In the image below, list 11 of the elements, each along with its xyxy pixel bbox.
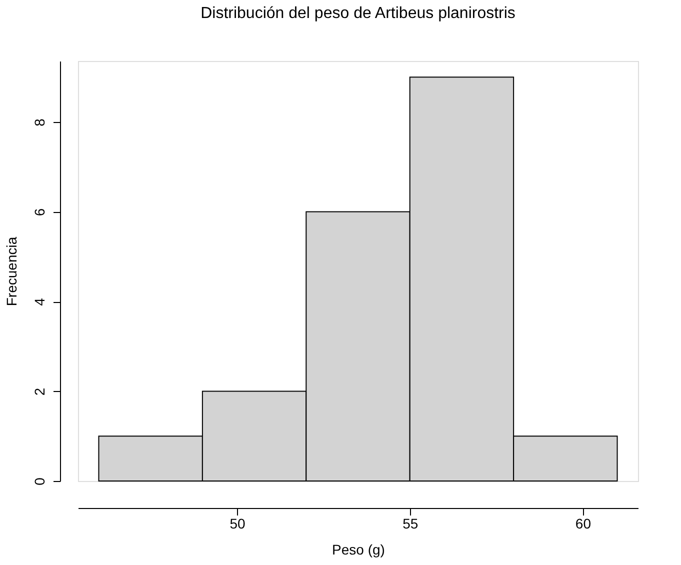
y-tick-label: 6: [32, 208, 48, 216]
y-tick-label: 2: [32, 388, 48, 396]
y-tick-label: 4: [32, 298, 48, 306]
x-tick-label: 60: [575, 516, 592, 532]
y-tick-label: 0: [32, 477, 48, 486]
x-tick-label: 50: [230, 516, 246, 532]
y-axis-title: Frecuencia: [4, 236, 20, 306]
chart-title: Distribución del peso de Artibeus planirostris: [200, 5, 516, 22]
y-tick-label: 8: [32, 118, 48, 126]
x-axis-title: Peso (g): [332, 542, 385, 558]
x-tick-label: 55: [402, 516, 418, 532]
